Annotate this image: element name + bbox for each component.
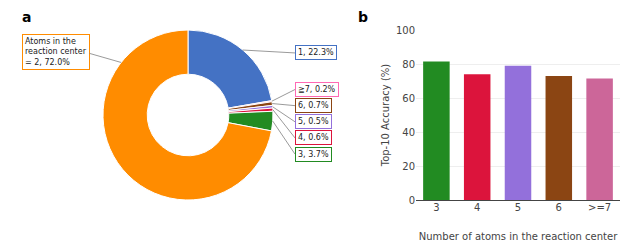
- svg-text:Number of atoms in the reactio: Number of atoms in the reaction center: [419, 231, 618, 242]
- svg-text:Atoms in thereaction center= 2: Atoms in thereaction center= 2, 72.0%: [25, 37, 87, 67]
- svg-text:a: a: [22, 9, 31, 25]
- svg-text:20: 20: [402, 161, 415, 172]
- svg-text:≧7, 0.2%: ≧7, 0.2%: [298, 85, 336, 94]
- svg-text:5, 0.5%: 5, 0.5%: [298, 117, 329, 126]
- svg-text:80: 80: [402, 59, 415, 70]
- svg-text:b: b: [358, 9, 368, 25]
- svg-text:6, 0.7%: 6, 0.7%: [298, 101, 329, 110]
- svg-text:0: 0: [409, 195, 415, 206]
- svg-text:60: 60: [402, 93, 415, 104]
- svg-text:1, 22.3%: 1, 22.3%: [298, 48, 334, 57]
- svg-text:3: 3: [433, 202, 439, 213]
- svg-text:6: 6: [556, 202, 562, 213]
- svg-text:100: 100: [396, 25, 415, 36]
- svg-text:40: 40: [402, 127, 415, 138]
- svg-text:5: 5: [515, 202, 521, 213]
- svg-text:>=7: >=7: [588, 202, 611, 213]
- svg-text:4: 4: [474, 202, 480, 213]
- svg-text:3, 3.7%: 3, 3.7%: [298, 150, 329, 159]
- svg-text:4, 0.6%: 4, 0.6%: [298, 133, 329, 142]
- svg-text:Top-10 Accuracy (%): Top-10 Accuracy (%): [380, 64, 391, 168]
